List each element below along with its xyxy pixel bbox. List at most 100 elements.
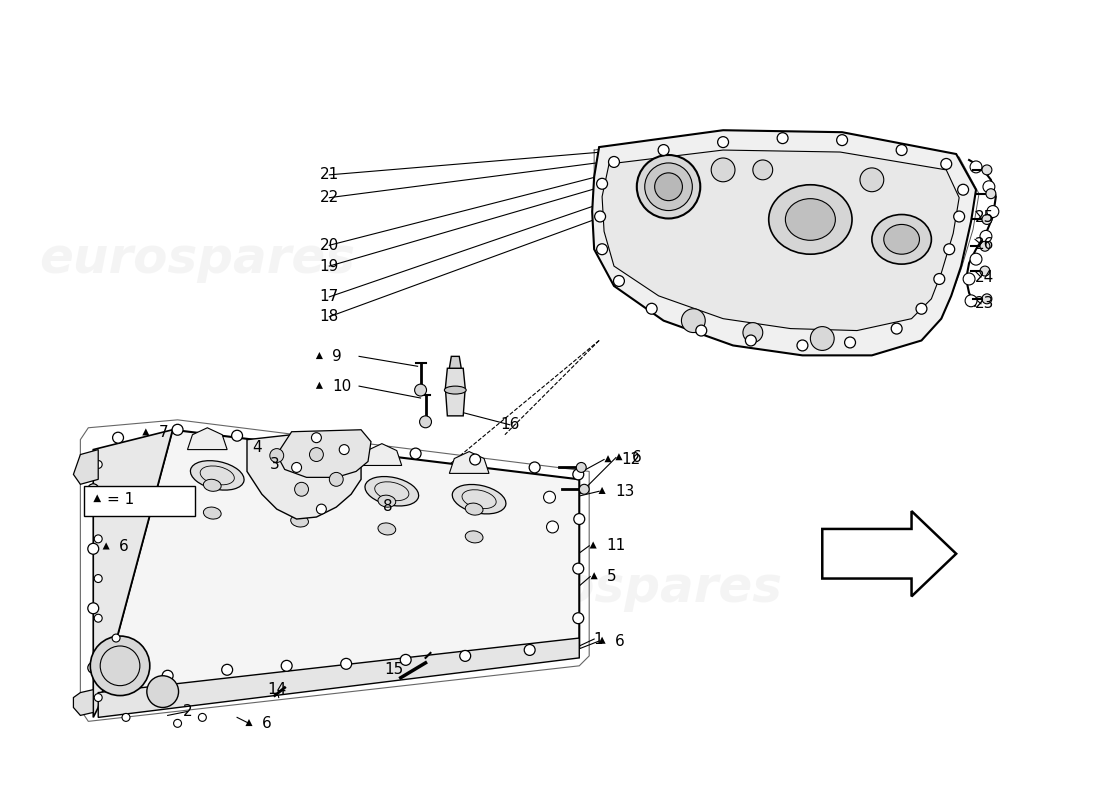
Polygon shape (615, 453, 623, 460)
Circle shape (573, 613, 584, 624)
Circle shape (608, 157, 619, 167)
Ellipse shape (465, 531, 483, 543)
FancyBboxPatch shape (85, 486, 196, 516)
Polygon shape (449, 356, 461, 368)
Polygon shape (277, 430, 371, 478)
Circle shape (596, 244, 607, 254)
Text: 17: 17 (320, 290, 339, 304)
Circle shape (658, 145, 669, 155)
Circle shape (970, 254, 982, 265)
Circle shape (980, 242, 990, 251)
Ellipse shape (290, 487, 308, 499)
Circle shape (410, 448, 421, 459)
Ellipse shape (452, 485, 506, 514)
Circle shape (460, 650, 471, 662)
Text: 12: 12 (620, 452, 640, 467)
Text: 3: 3 (270, 457, 279, 472)
Circle shape (351, 442, 362, 453)
Circle shape (954, 211, 965, 222)
Circle shape (172, 424, 183, 435)
Polygon shape (449, 451, 490, 474)
Text: 6: 6 (119, 539, 129, 554)
Circle shape (282, 660, 293, 671)
Circle shape (88, 543, 99, 554)
Circle shape (637, 155, 701, 218)
Circle shape (717, 137, 728, 147)
Text: 6: 6 (631, 450, 641, 465)
Polygon shape (248, 434, 361, 519)
Ellipse shape (872, 214, 932, 264)
Circle shape (270, 449, 284, 462)
Circle shape (95, 654, 102, 662)
Circle shape (576, 462, 586, 473)
Circle shape (295, 482, 308, 496)
Polygon shape (598, 637, 606, 644)
Circle shape (712, 158, 735, 182)
Polygon shape (74, 450, 98, 484)
Text: eurospares: eurospares (40, 235, 355, 283)
Polygon shape (590, 542, 596, 549)
Circle shape (777, 133, 788, 144)
Circle shape (547, 521, 559, 533)
Circle shape (845, 337, 856, 348)
Ellipse shape (277, 469, 331, 498)
Circle shape (341, 658, 352, 670)
Circle shape (95, 461, 102, 469)
Polygon shape (275, 436, 315, 458)
Text: 23: 23 (976, 296, 994, 311)
Text: 6: 6 (615, 634, 625, 649)
Polygon shape (362, 444, 402, 466)
Circle shape (595, 211, 606, 222)
Text: 19: 19 (320, 258, 339, 274)
Circle shape (292, 462, 301, 473)
Ellipse shape (465, 503, 483, 515)
Text: 8: 8 (383, 498, 393, 514)
Text: 21: 21 (320, 167, 339, 182)
Ellipse shape (883, 225, 920, 254)
Polygon shape (602, 150, 959, 330)
Circle shape (940, 158, 952, 170)
Circle shape (317, 504, 327, 514)
Polygon shape (605, 455, 612, 462)
Text: 22: 22 (320, 190, 339, 205)
Circle shape (574, 514, 585, 525)
Circle shape (415, 384, 427, 396)
Text: 16: 16 (500, 418, 519, 432)
Polygon shape (592, 130, 976, 355)
Circle shape (90, 636, 150, 695)
Circle shape (742, 322, 762, 342)
Text: 6: 6 (262, 716, 272, 731)
Polygon shape (94, 430, 173, 718)
Circle shape (95, 495, 102, 503)
Text: 14: 14 (267, 682, 286, 697)
Ellipse shape (769, 185, 852, 254)
Circle shape (112, 432, 123, 443)
Circle shape (916, 303, 927, 314)
Text: = 1: = 1 (107, 492, 134, 506)
Polygon shape (94, 494, 101, 502)
Circle shape (174, 719, 182, 727)
Text: 26: 26 (976, 237, 994, 252)
Circle shape (811, 326, 834, 350)
Circle shape (95, 574, 102, 582)
Circle shape (146, 676, 178, 707)
Ellipse shape (204, 479, 221, 491)
Text: 24: 24 (976, 270, 994, 285)
Polygon shape (74, 690, 94, 715)
Circle shape (746, 335, 757, 346)
Polygon shape (446, 368, 465, 416)
Circle shape (958, 184, 969, 195)
Text: 11: 11 (606, 538, 625, 554)
Circle shape (654, 173, 682, 201)
Circle shape (162, 670, 173, 681)
Text: 13: 13 (615, 484, 635, 498)
Ellipse shape (378, 495, 396, 507)
Text: 9: 9 (332, 349, 342, 364)
Text: 10: 10 (332, 378, 352, 394)
Circle shape (112, 634, 120, 642)
Circle shape (222, 664, 232, 675)
Circle shape (88, 603, 99, 614)
Circle shape (529, 462, 540, 473)
Circle shape (339, 445, 349, 454)
Polygon shape (591, 572, 597, 579)
